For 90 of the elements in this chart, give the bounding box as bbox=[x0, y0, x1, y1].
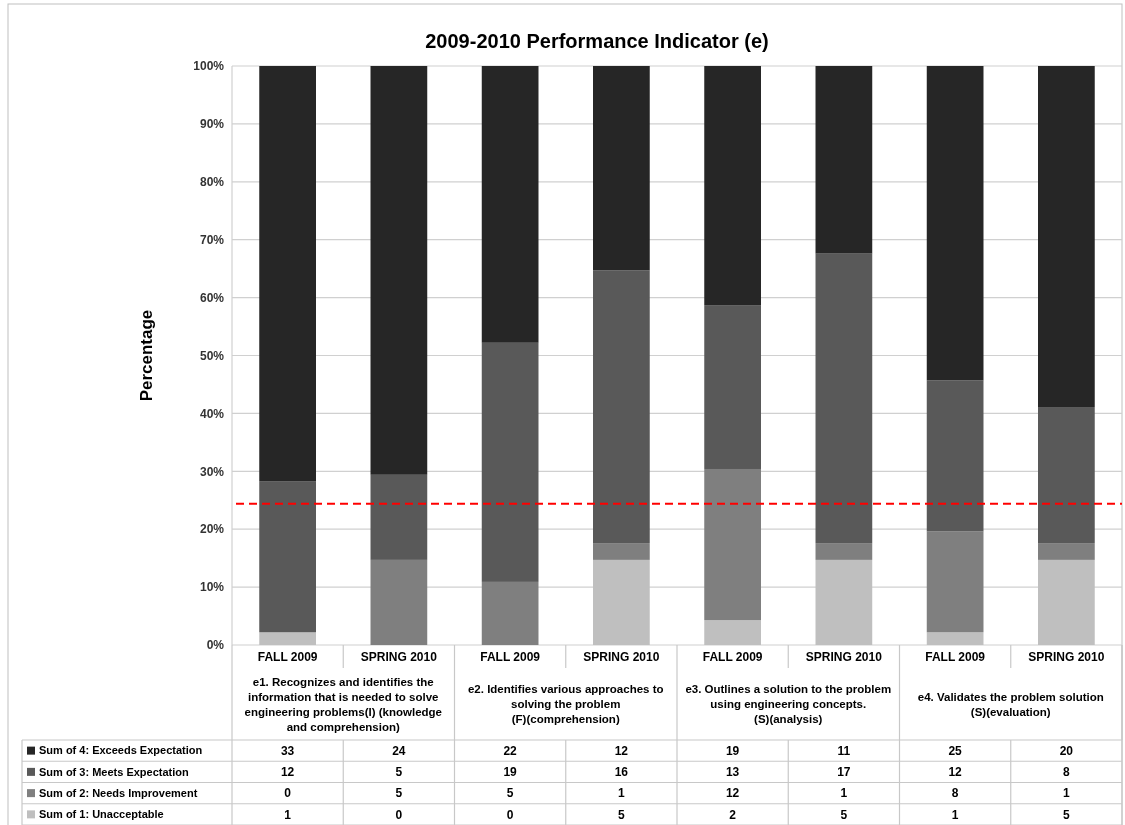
bar bbox=[704, 620, 761, 645]
text: 0 bbox=[284, 786, 292, 801]
x-tick-label: SPRING 2010 bbox=[360, 649, 438, 664]
text: 19 bbox=[725, 743, 740, 758]
text: 5 bbox=[1063, 807, 1071, 822]
legend-label: Sum of 1: Unacceptable bbox=[39, 808, 164, 821]
y-tick-label: 60% bbox=[199, 290, 225, 305]
bar bbox=[815, 543, 873, 560]
y-tick-label: 70% bbox=[199, 232, 225, 247]
text: 5 bbox=[618, 807, 626, 822]
bar bbox=[1038, 543, 1095, 560]
text: e3. Outlines a solution to the problem using engineering concepts. (S)(analysis) bbox=[685, 683, 892, 726]
bar bbox=[704, 305, 761, 469]
bar bbox=[926, 380, 984, 532]
y-tick-label: 20% bbox=[199, 522, 225, 537]
bar bbox=[370, 66, 428, 475]
bar bbox=[593, 559, 650, 645]
bar bbox=[593, 543, 650, 560]
bar bbox=[1038, 559, 1095, 645]
bar bbox=[370, 474, 428, 560]
text: 17 bbox=[837, 765, 851, 780]
bar bbox=[815, 253, 873, 544]
bar bbox=[926, 632, 984, 645]
text: 2 bbox=[729, 807, 737, 822]
bar bbox=[370, 559, 428, 645]
bar bbox=[926, 66, 984, 381]
x-tick-label: FALL 2009 bbox=[480, 649, 541, 664]
x-tick-label: SPRING 2010 bbox=[583, 649, 660, 664]
text: 5 bbox=[840, 807, 848, 822]
text: 0 bbox=[395, 807, 403, 822]
x-tick-label: SPRING 2010 bbox=[1028, 649, 1105, 664]
bar bbox=[704, 468, 761, 621]
bar bbox=[1038, 66, 1095, 408]
text: 22 bbox=[503, 743, 518, 758]
bar bbox=[1038, 407, 1095, 544]
text: 12 bbox=[948, 765, 963, 780]
text: e2. Identifies various approaches to solving the problem (F)(comprehension) bbox=[467, 683, 664, 726]
bar bbox=[926, 531, 984, 633]
text: 24 bbox=[392, 743, 406, 758]
text: 25 bbox=[948, 743, 963, 758]
text: e4. Validates the problem solution (S)(evaluation) bbox=[917, 690, 1104, 718]
x-tick-label: FALL 2009 bbox=[257, 649, 318, 664]
text: 16 bbox=[614, 765, 629, 780]
text: 1 bbox=[284, 807, 292, 822]
text: 12 bbox=[614, 743, 629, 758]
y-tick-label: 80% bbox=[199, 175, 225, 189]
text: 13 bbox=[725, 765, 740, 780]
text: 5 bbox=[395, 765, 403, 780]
text: e1. Recognizes and identifies the information that is needed to solve engineering problems(I) (knowledge and comprehension) bbox=[244, 675, 442, 733]
y-tick-label: 100% bbox=[193, 59, 225, 74]
text: 1 bbox=[1063, 786, 1071, 801]
y-tick-label: 10% bbox=[199, 580, 225, 595]
text: 1 bbox=[618, 786, 626, 801]
legend-label: Sum of 3: Meets Expectation bbox=[39, 765, 190, 778]
text: 0 bbox=[506, 807, 514, 822]
y-tick-label: 30% bbox=[199, 464, 225, 479]
text: 8 bbox=[951, 786, 959, 801]
legend-label: Sum of 4: Exceeds Expectation bbox=[39, 744, 203, 757]
bar bbox=[259, 66, 316, 482]
bar bbox=[815, 559, 873, 645]
text: 5 bbox=[395, 786, 403, 801]
bar bbox=[259, 481, 316, 633]
y-axis-title: Percentage bbox=[137, 309, 156, 402]
bar bbox=[481, 342, 539, 582]
text: 5 bbox=[506, 786, 514, 801]
text: 1 bbox=[951, 807, 959, 822]
bar bbox=[704, 66, 761, 306]
text: 8 bbox=[1063, 765, 1071, 780]
text: 20 bbox=[1059, 743, 1074, 758]
y-tick-label: 90% bbox=[199, 117, 225, 132]
x-tick-label: SPRING 2010 bbox=[805, 649, 883, 664]
bar bbox=[593, 66, 650, 271]
y-tick-label: 50% bbox=[199, 348, 225, 363]
text: 33 bbox=[280, 743, 295, 758]
text: 1 bbox=[840, 786, 848, 801]
y-tick-label: 40% bbox=[199, 406, 225, 421]
y-tick-label: 0% bbox=[206, 638, 225, 653]
x-tick-label: FALL 2009 bbox=[702, 649, 763, 664]
text: 12 bbox=[725, 786, 740, 801]
x-tick-label: FALL 2009 bbox=[925, 649, 986, 664]
bar bbox=[259, 632, 316, 645]
legend-label: Sum of 2: Needs Improvement bbox=[39, 786, 198, 799]
bar bbox=[593, 270, 650, 544]
text: 12 bbox=[280, 765, 295, 780]
bar bbox=[815, 66, 873, 254]
bar bbox=[481, 66, 539, 343]
bar bbox=[481, 581, 539, 645]
text: 11 bbox=[837, 743, 851, 758]
chart-title: 2009-2010 Performance Indicator (e) bbox=[425, 30, 769, 52]
text: 19 bbox=[503, 765, 518, 780]
